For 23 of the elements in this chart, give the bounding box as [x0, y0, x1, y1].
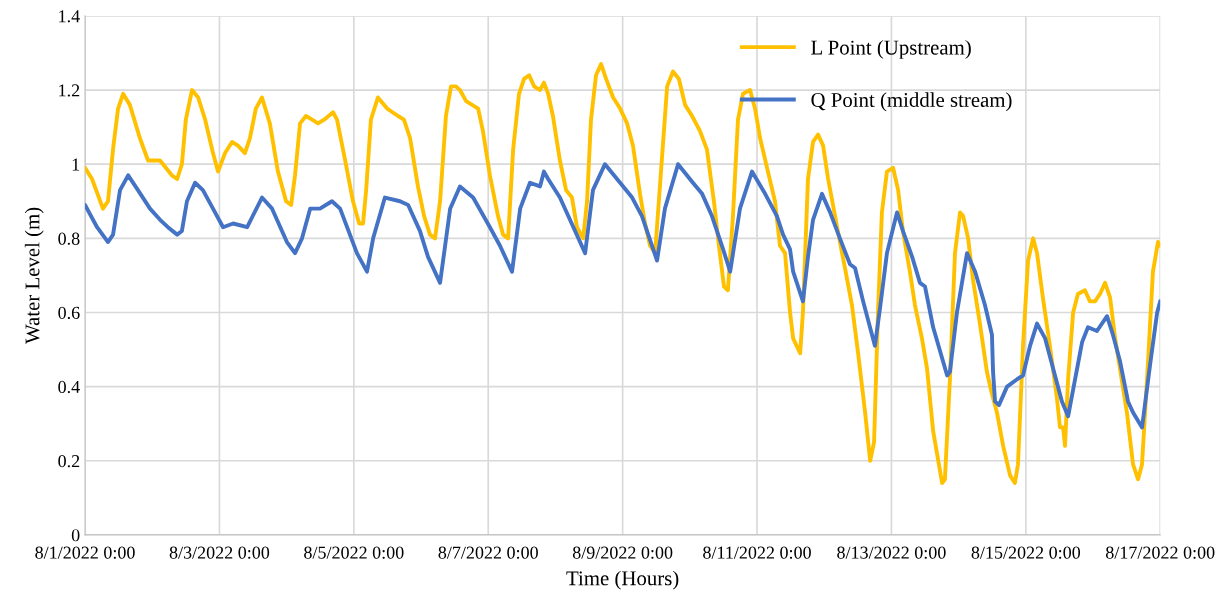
x-tick-label: 8/11/2022 0:00: [703, 546, 811, 559]
y-tick-label: 1.2: [59, 84, 80, 97]
y-tick-label: 0.4: [58, 380, 80, 394]
x-tick-label: 8/9/2022 0:00: [572, 546, 673, 559]
line-series: [85, 162, 1161, 430]
y-axis-title: Water Level (m): [24, 207, 44, 344]
x-tick-label: 8/1/2022 0:00: [35, 546, 135, 559]
y-tick-label: 0: [71, 529, 80, 542]
legend-label: L Point (Upstream): [811, 39, 971, 59]
x-tick-label: 8/15/2022 0:00: [971, 546, 1081, 559]
x-tick-label: 8/13/2022 0:00: [837, 546, 946, 559]
x-tick-label: 8/17/2022 0:00: [1105, 546, 1215, 559]
y-tick-label: 0.2: [58, 455, 80, 468]
x-tick-label: 8/5/2022 0:00: [304, 546, 404, 559]
y-tick-label: 0.6: [58, 306, 80, 319]
x-tick-label: 8/3/2022 0:00: [169, 546, 270, 559]
line-series: [85, 62, 1161, 485]
x-tick-label: 8/7/2022 0:00: [438, 546, 538, 559]
y-tick-label: 1: [72, 158, 80, 171]
x-axis-title: Time (Hours): [566, 570, 679, 590]
y-tick-label: 1.4: [59, 10, 80, 23]
legend-label: Q Point (middle stream): [811, 92, 1012, 112]
y-tick-label: 0.8: [58, 232, 80, 245]
